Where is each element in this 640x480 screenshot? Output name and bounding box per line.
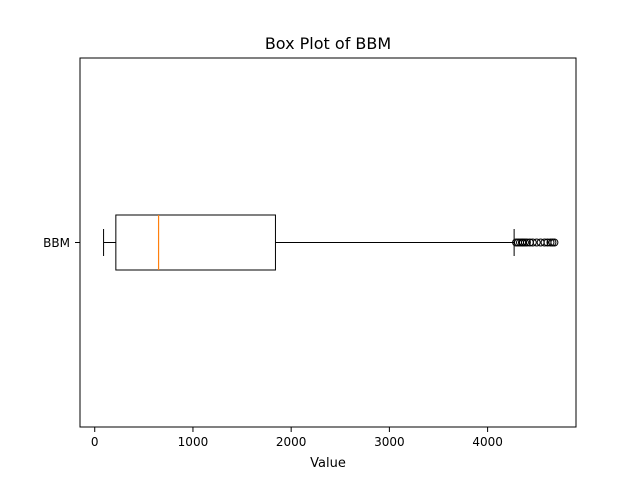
x-axis-label: Value	[310, 456, 346, 471]
x-tick-label: 4000	[472, 435, 503, 449]
outlier-point	[532, 238, 541, 247]
outlier-point	[550, 238, 559, 247]
outlier-point	[546, 238, 555, 247]
outlier-point	[528, 238, 537, 247]
x-tick-label: 2000	[276, 435, 307, 449]
x-tick-label: 0	[91, 435, 99, 449]
x-tick-label: 1000	[178, 435, 209, 449]
outlier-point	[548, 238, 557, 247]
outlier-point	[540, 238, 549, 247]
x-tick-label: 3000	[374, 435, 405, 449]
outlier-point	[522, 238, 531, 247]
chart-title: Box Plot of BBM	[265, 34, 391, 53]
chart-marks: 0 1000 2000 3000 4000 BBM	[43, 214, 559, 449]
outlier-point	[520, 238, 529, 247]
plot-area-frame	[79, 57, 577, 428]
box-iqr	[115, 214, 276, 271]
y-tick-label: BBM	[43, 236, 70, 250]
